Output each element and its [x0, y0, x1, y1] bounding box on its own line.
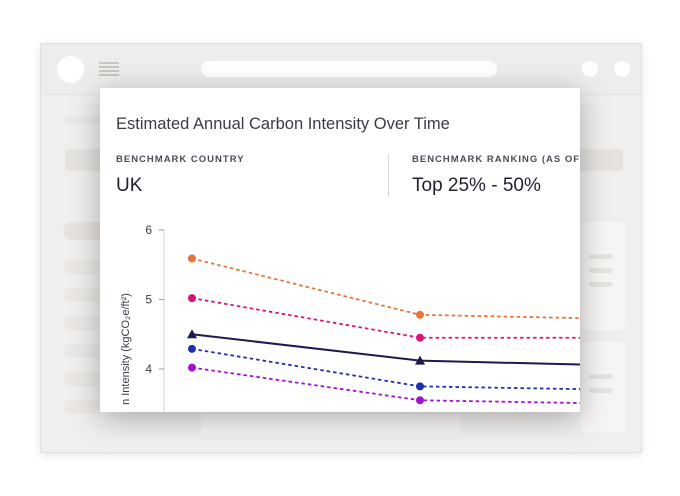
data-point-triangle: [187, 329, 197, 339]
placeholder-nav-item: [63, 344, 103, 358]
placeholder-nav-item: [63, 288, 103, 302]
series-line: [191, 347, 580, 391]
window-control-icon[interactable]: [582, 61, 598, 77]
window-control-icon[interactable]: [614, 61, 630, 77]
data-point: [416, 333, 424, 342]
data-point: [416, 310, 424, 319]
series-line: [191, 333, 580, 366]
placeholder-text: [589, 254, 613, 259]
data-point: [416, 396, 424, 405]
carbon-intensity-chart: 6 5 4 n Intensity (kgCO₂e/ft²): [100, 216, 580, 412]
series-line: [191, 297, 580, 339]
y-tick-label: 5: [145, 293, 152, 307]
data-point: [188, 254, 196, 263]
address-bar[interactable]: [201, 61, 497, 77]
placeholder-text: [589, 268, 613, 273]
benchmark-country-value: UK: [116, 175, 143, 196]
placeholder-text: [65, 116, 125, 124]
window-titlebar: [41, 44, 641, 95]
data-point: [188, 363, 196, 372]
placeholder-card: [581, 222, 625, 330]
placeholder-card: [201, 414, 461, 434]
menu-icon[interactable]: [99, 62, 119, 77]
modal-title: Estimated Annual Carbon Intensity Over T…: [116, 115, 450, 133]
placeholder-nav-item: [63, 400, 103, 414]
y-tick-label: 4: [145, 362, 152, 376]
data-point: [188, 294, 196, 303]
carbon-intensity-modal: Estimated Annual Carbon Intensity Over T…: [100, 88, 580, 412]
placeholder-nav-item: [63, 222, 111, 240]
data-point-triangle: [415, 355, 425, 365]
placeholder-card: [581, 342, 625, 432]
placeholder-nav-item: [63, 316, 103, 330]
placeholder-text: [589, 388, 613, 393]
placeholder-text: [589, 282, 613, 287]
avatar: [57, 56, 84, 83]
placeholder-nav-item: [63, 260, 103, 274]
series-line: [191, 257, 580, 320]
placeholder-nav-item: [63, 372, 103, 386]
y-tick-label: 6: [145, 223, 152, 237]
benchmark-country-label: BENCHMARK COUNTRY: [116, 154, 245, 165]
y-axis-label: n Intensity (kgCO₂e/ft²): [120, 293, 132, 405]
series-line: [191, 366, 580, 404]
benchmark-ranking-label: BENCHMARK RANKING (AS OF: [412, 154, 580, 165]
divider: [388, 154, 389, 197]
placeholder-text: [589, 374, 613, 379]
chart-svg: 6 5 4 n Intensity (kgCO₂e/ft²): [120, 223, 580, 412]
data-point: [416, 382, 424, 391]
benchmark-ranking-value: Top 25% - 50%: [412, 175, 541, 196]
data-point: [188, 344, 196, 353]
